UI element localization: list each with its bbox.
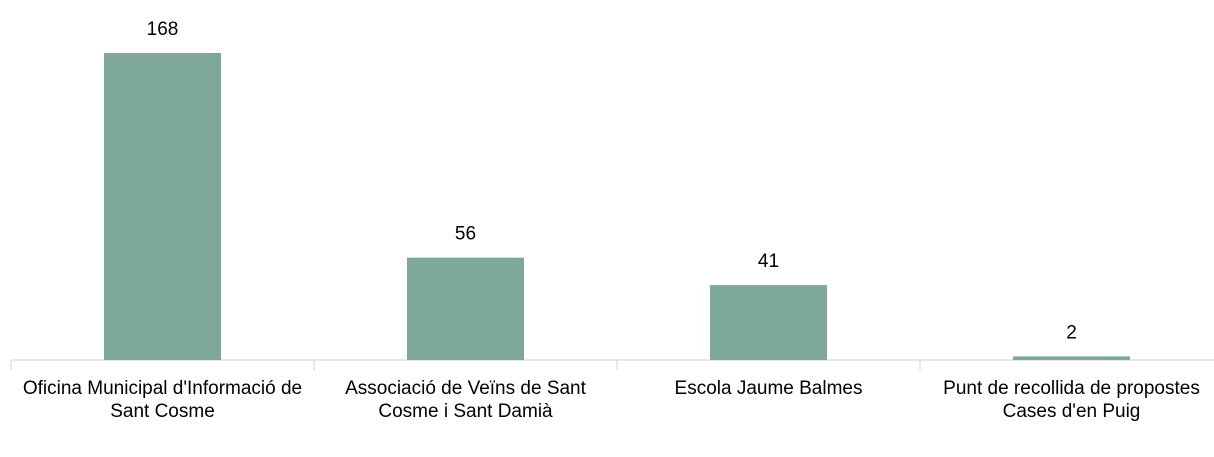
x-tick-label: Punt de recollida de propostes Cases d'e… — [943, 378, 1200, 422]
value-label: 56 — [455, 224, 476, 245]
bar — [1013, 356, 1130, 360]
bar — [407, 257, 524, 360]
value-label: 41 — [758, 251, 779, 272]
x-tick-label: Escola Jaume Balmes — [674, 378, 863, 399]
value-label: 168 — [147, 19, 179, 40]
x-tick-label: Associació de Veïns de Sant Cosme i Sant… — [345, 378, 586, 422]
x-tick-label: Oficina Municipal d'Informació de Sant C… — [22, 378, 303, 422]
value-label: 2 — [1066, 322, 1077, 343]
bar — [104, 53, 221, 360]
bar — [710, 285, 827, 360]
